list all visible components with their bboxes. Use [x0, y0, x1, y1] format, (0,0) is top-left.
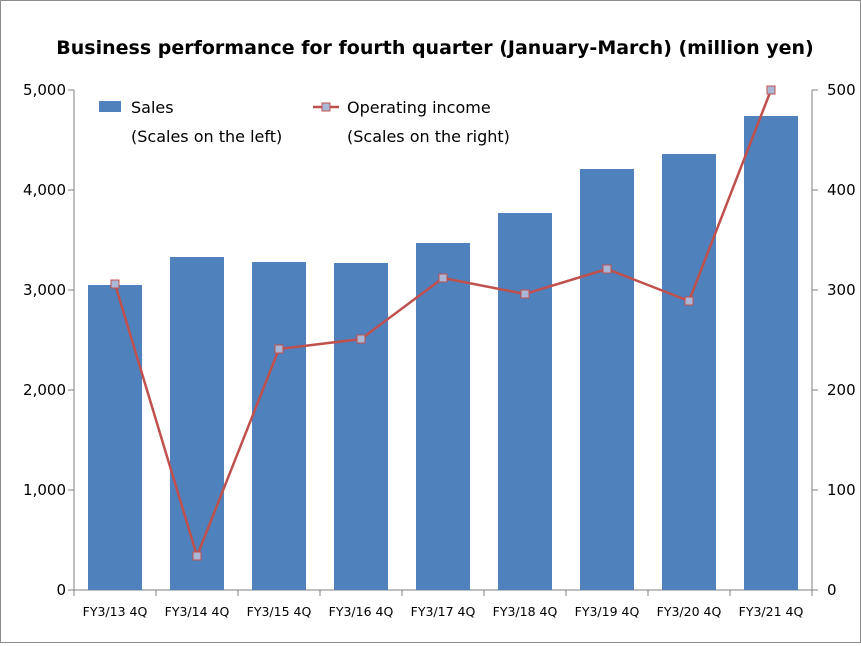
x-tick-label: FY3/21 4Q	[739, 604, 804, 619]
legend-sales-swatch	[99, 101, 121, 112]
operating-income-marker	[602, 264, 612, 274]
x-tick-label: FY3/20 4Q	[657, 604, 722, 619]
x-tick-label: FY3/17 4Q	[411, 604, 476, 619]
sales-bar	[580, 169, 634, 590]
y-left-tick-label: 2,000	[23, 381, 66, 399]
operating-income-marker	[520, 289, 530, 299]
operating-income-marker	[766, 85, 776, 95]
sales-bar	[744, 116, 798, 590]
y-right-tick-label: 100	[827, 481, 856, 499]
y-right-tick-label: 200	[827, 381, 856, 399]
chart-title: Business performance for fourth quarter …	[56, 37, 813, 59]
operating-income-marker	[438, 273, 448, 283]
x-tick-label: FY3/18 4Q	[493, 604, 558, 619]
y-right-tick-label: 500	[827, 81, 856, 99]
y-right-tick-label: 300	[827, 281, 856, 299]
y-left-tick-label: 4,000	[23, 181, 66, 199]
sales-bar	[498, 213, 552, 590]
sales-bar	[252, 262, 306, 590]
y-right-tick-label: 0	[827, 581, 837, 599]
axes: 0 1,000 2,000 3,000 4,000 5,000 0 100 200 300 400 5…	[23, 81, 856, 619]
y-left-tick-label: 5,000	[23, 81, 66, 99]
legend-income-label: Operating income	[347, 98, 491, 117]
x-tick-label: FY3/16 4Q	[329, 604, 394, 619]
x-tick-label: FY3/19 4Q	[575, 604, 640, 619]
legend-income-note: (Scales on the right)	[347, 127, 510, 146]
sales-bar	[662, 154, 716, 590]
x-tick-label: FY3/14 4Q	[165, 604, 230, 619]
legend: Sales (Scales on the left) Operating incom…	[99, 98, 510, 146]
y-right-tick-label: 400	[827, 181, 856, 199]
operating-income-marker	[274, 344, 284, 354]
sales-bar	[88, 285, 142, 590]
operating-income-marker	[192, 551, 202, 561]
legend-sales-note: (Scales on the left)	[131, 127, 282, 146]
operating-income-marker	[110, 279, 120, 289]
sales-bar	[170, 257, 224, 590]
operating-income-marker	[356, 334, 366, 344]
line-layer	[110, 85, 776, 561]
bars-layer	[88, 116, 798, 590]
legend-sales-label: Sales	[131, 98, 174, 117]
sales-bar	[416, 243, 470, 590]
y-left-tick-label: 3,000	[23, 281, 66, 299]
legend-income-marker	[321, 102, 331, 112]
x-tick-label: FY3/13 4Q	[83, 604, 148, 619]
y-left-tick-label: 1,000	[23, 481, 66, 499]
y-left-tick-label: 0	[56, 581, 66, 599]
sales-bar	[334, 263, 388, 590]
operating-income-marker	[684, 296, 694, 306]
x-tick-label: FY3/15 4Q	[247, 604, 312, 619]
